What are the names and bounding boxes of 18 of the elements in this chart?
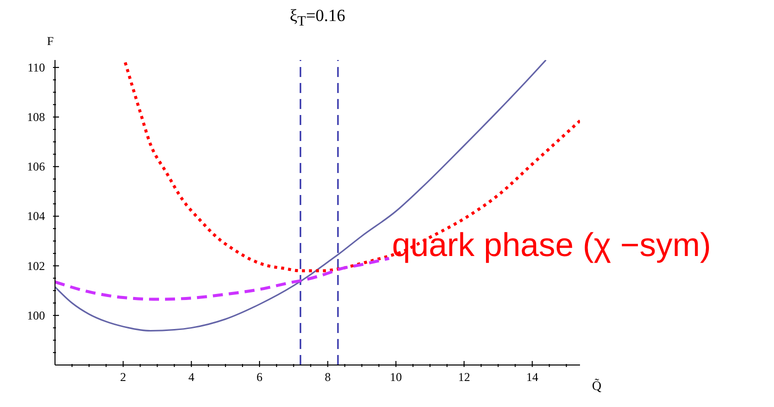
line-series xyxy=(124,60,580,272)
chart-title: ξ$_{T}$=0.16 xyxy=(288,6,346,30)
x-axis-title: Q̃ xyxy=(592,378,602,394)
x-tick-label: 14 xyxy=(526,370,538,384)
y-tick-label: 108 xyxy=(27,110,45,124)
x-tick-label: 6 xyxy=(256,370,263,384)
x-tick-label: 4 xyxy=(188,370,194,384)
y-tick-label: 110 xyxy=(27,60,45,74)
line-series xyxy=(55,256,391,301)
y-tick-label: 100 xyxy=(27,308,45,322)
y-axis-title: F xyxy=(47,34,54,49)
y-tick-label: 106 xyxy=(27,160,45,174)
x-tick-label: 8 xyxy=(324,370,331,384)
x-tick-label: 2 xyxy=(120,370,126,384)
x-tick-label: 10 xyxy=(390,370,402,384)
y-tick-label: 102 xyxy=(27,258,45,273)
x-tick-label: 12 xyxy=(458,370,470,384)
y-tick-label: 104 xyxy=(27,209,45,224)
